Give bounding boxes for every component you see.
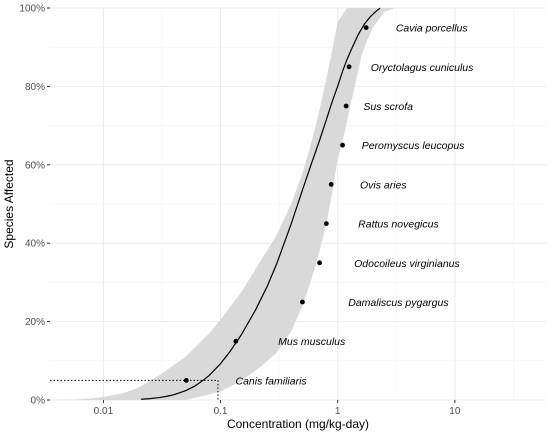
- x-tick-label: 0.01: [94, 406, 114, 417]
- data-point: [343, 103, 349, 109]
- y-axis-title: Species Affected: [2, 159, 16, 248]
- species-label: Mus musculus: [278, 336, 346, 348]
- fit-curve-layer: [141, 7, 381, 400]
- confidence-band: [59, 8, 396, 400]
- y-tick-label: 20%: [25, 317, 45, 328]
- species-label: Peromyscus leucopus: [362, 140, 465, 152]
- data-points: [183, 25, 369, 383]
- species-label: Sus scrofa: [363, 101, 413, 113]
- y-tick-label: 40%: [25, 239, 45, 250]
- y-tick-label: 0%: [31, 396, 46, 407]
- species-labels: Canis familiaris Mus musculus Damaliscus p…: [235, 23, 474, 388]
- y-tick-label: 80%: [25, 82, 45, 93]
- data-point: [340, 142, 345, 148]
- data-point: [183, 378, 189, 383]
- species-label: Oryctolagus cuniculus: [371, 62, 474, 74]
- data-point: [317, 260, 322, 266]
- species-label: Damaliscus pygargus: [348, 297, 449, 309]
- data-point: [233, 338, 239, 344]
- species-label: Rattus novegicus: [358, 219, 439, 231]
- x-tick-label: 10: [449, 406, 461, 417]
- species-label: Canis familiaris: [235, 375, 307, 387]
- data-point: [328, 182, 334, 187]
- species-label: Odocoileus virginianus: [354, 258, 460, 270]
- data-point: [323, 221, 329, 227]
- data-point: [300, 299, 305, 305]
- x-axis-title: Concentration (mg/kg-day): [227, 417, 369, 431]
- x-tick-label: 0.1: [214, 406, 228, 417]
- species-label: Ovis aries: [360, 179, 407, 191]
- confidence-band-layer: [59, 8, 396, 400]
- species-label: Cavia porcellus: [396, 23, 469, 35]
- fit-curve: [141, 7, 381, 400]
- data-point: [363, 25, 369, 30]
- y-tick-label: 60%: [25, 160, 45, 171]
- data-point: [346, 64, 352, 70]
- x-tick-label: 1: [335, 406, 341, 417]
- y-tick-label: 100%: [19, 4, 45, 15]
- axes: 0.01 0.1 1 100%20%40%60%80%100%: [19, 4, 460, 418]
